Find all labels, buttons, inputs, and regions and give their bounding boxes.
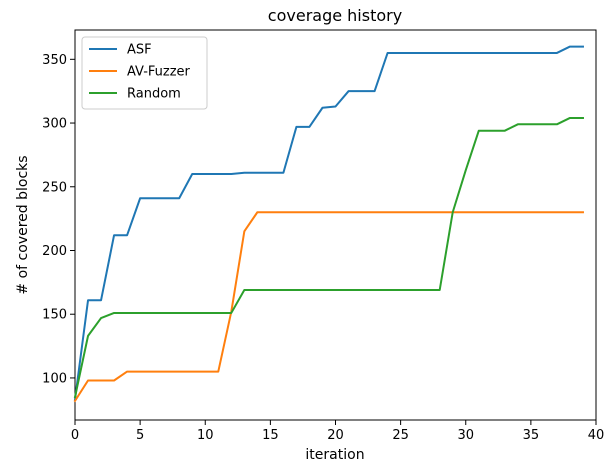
series-line-asf xyxy=(73,45,584,401)
y-tick-label: 350 xyxy=(42,53,67,68)
legend: ASF AV-Fuzzer Random xyxy=(81,36,208,110)
x-axis: 0 5 10 15 20 25 30 35 40 xyxy=(71,420,604,443)
legend-label-random: Random xyxy=(127,87,181,102)
legend-label-asf: ASF xyxy=(127,43,152,58)
x-tick-label: 0 xyxy=(71,428,79,443)
series-group xyxy=(73,45,584,403)
y-tick-label: 200 xyxy=(42,244,67,259)
x-tick-label: 35 xyxy=(523,428,540,443)
series-line-random xyxy=(73,116,584,399)
x-tick-label: 40 xyxy=(588,428,605,443)
x-tick-label: 25 xyxy=(392,428,409,443)
legend-label-av-fuzzer: AV-Fuzzer xyxy=(127,65,191,80)
x-tick-label: 30 xyxy=(457,428,474,443)
y-axis: 100 150 200 250 300 350 xyxy=(42,53,75,386)
series-line-av-fuzzer xyxy=(73,211,584,403)
x-tick-label: 5 xyxy=(136,428,144,443)
x-axis-label: iteration xyxy=(305,447,364,463)
x-tick-label: 20 xyxy=(327,428,344,443)
y-axis-label: # of covered blocks xyxy=(15,155,31,294)
y-tick-label: 300 xyxy=(42,117,67,132)
y-tick-label: 250 xyxy=(42,180,67,195)
y-tick-label: 150 xyxy=(42,308,67,323)
x-tick-label: 15 xyxy=(262,428,279,443)
y-tick-label: 100 xyxy=(42,371,67,386)
chart-title: coverage history xyxy=(268,6,402,25)
legend-box xyxy=(81,36,208,110)
x-tick-label: 10 xyxy=(197,428,214,443)
